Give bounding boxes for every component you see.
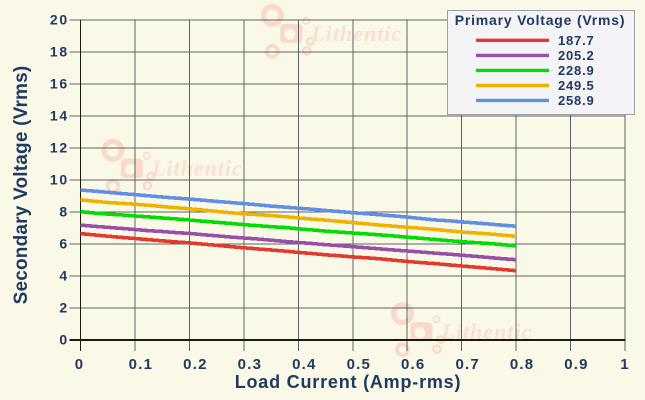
svg-text:187.7: 187.7	[558, 33, 595, 48]
svg-text:20: 20	[50, 12, 69, 28]
svg-text:Load Current (Amp-rms): Load Current (Amp-rms)	[235, 372, 462, 392]
svg-text:4: 4	[59, 268, 69, 284]
svg-text:Lithentic: Lithentic	[310, 21, 402, 46]
svg-text:Primary Voltage (Vrms): Primary Voltage (Vrms)	[455, 12, 626, 28]
svg-text:6: 6	[59, 236, 69, 252]
svg-text:16: 16	[50, 76, 69, 92]
svg-text:0: 0	[75, 356, 85, 373]
svg-text:8: 8	[59, 204, 69, 220]
svg-text:14: 14	[50, 108, 69, 124]
svg-text:0.6: 0.6	[401, 356, 425, 373]
svg-text:Lithentic: Lithentic	[151, 156, 243, 181]
svg-text:0.2: 0.2	[183, 356, 207, 373]
svg-text:10: 10	[50, 172, 69, 188]
svg-text:Secondary Voltage (Vrms): Secondary Voltage (Vrms)	[11, 66, 32, 305]
svg-text:0.8: 0.8	[510, 356, 534, 373]
svg-text:2: 2	[59, 300, 69, 316]
svg-text:1: 1	[620, 356, 630, 373]
svg-text:0.4: 0.4	[292, 356, 316, 373]
svg-text:228.9: 228.9	[558, 63, 595, 78]
svg-text:12: 12	[50, 140, 69, 156]
svg-text:0.3: 0.3	[238, 356, 262, 373]
svg-text:258.9: 258.9	[558, 93, 595, 108]
svg-text:0.7: 0.7	[455, 356, 479, 373]
svg-text:0.5: 0.5	[347, 356, 371, 373]
svg-text:205.2: 205.2	[558, 48, 595, 63]
svg-text:0: 0	[59, 332, 69, 348]
svg-text:18: 18	[50, 44, 69, 60]
svg-text:0.1: 0.1	[129, 356, 153, 373]
svg-text:249.5: 249.5	[558, 78, 595, 93]
svg-text:0.9: 0.9	[564, 356, 588, 373]
